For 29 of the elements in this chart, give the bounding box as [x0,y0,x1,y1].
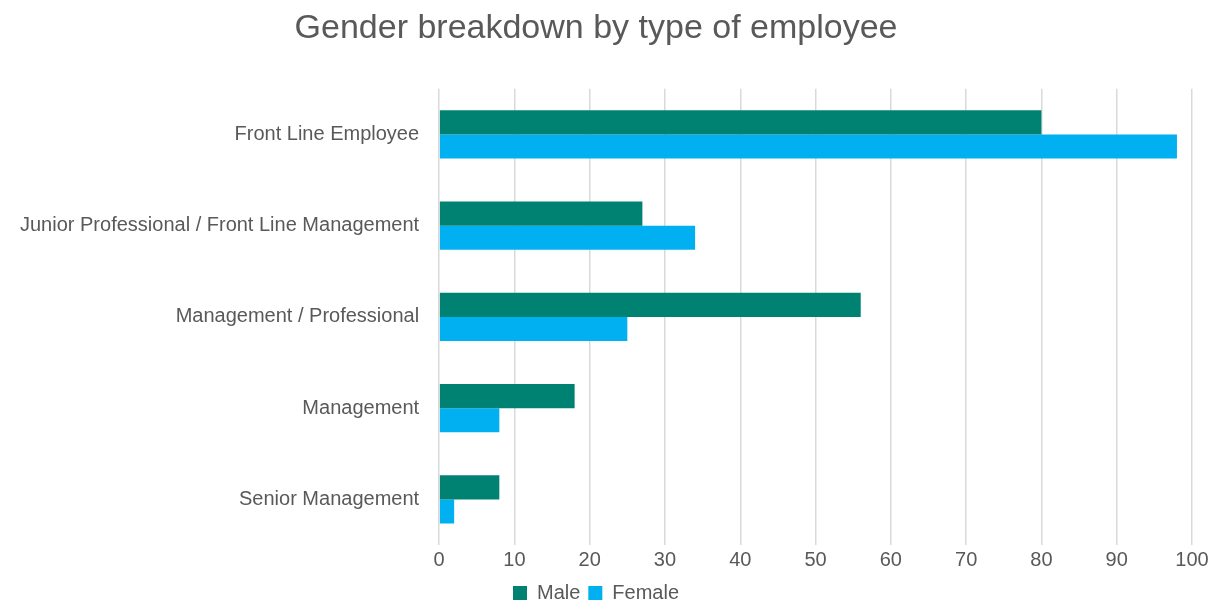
x-tick-label: 100 [1175,547,1209,570]
legend-label: Male [536,580,581,603]
legend-label: Female [612,580,680,603]
bar [439,408,500,433]
bar [439,475,500,500]
x-tick-label: 50 [804,547,827,570]
bar [439,499,455,524]
chart-title: Gender breakdown by type of employee [294,6,898,45]
bar [439,134,1177,159]
x-tick-label: 40 [729,547,752,570]
bar [439,316,628,342]
x-tick-label: 60 [879,547,902,570]
y-tick-label: Senior Management [238,486,420,509]
y-tick-label: Junior Professional / Front Line Management [19,213,420,236]
x-tick-label: 10 [503,547,526,570]
y-tick-label: Front Line Employee [234,121,420,144]
x-tick-label: 0 [433,547,445,570]
bar [439,383,575,409]
x-tick-label: 70 [955,547,978,570]
bar [439,225,696,250]
y-tick-label: Management [302,395,420,418]
y-tick-label: Management / Professional [175,304,420,327]
bar [439,201,643,226]
x-tick-label: 80 [1030,547,1053,570]
x-tick-label: 90 [1105,547,1128,570]
bar [439,110,1042,135]
bar [439,292,861,317]
x-tick-label: 30 [653,547,677,570]
x-tick-label: 20 [578,547,601,570]
